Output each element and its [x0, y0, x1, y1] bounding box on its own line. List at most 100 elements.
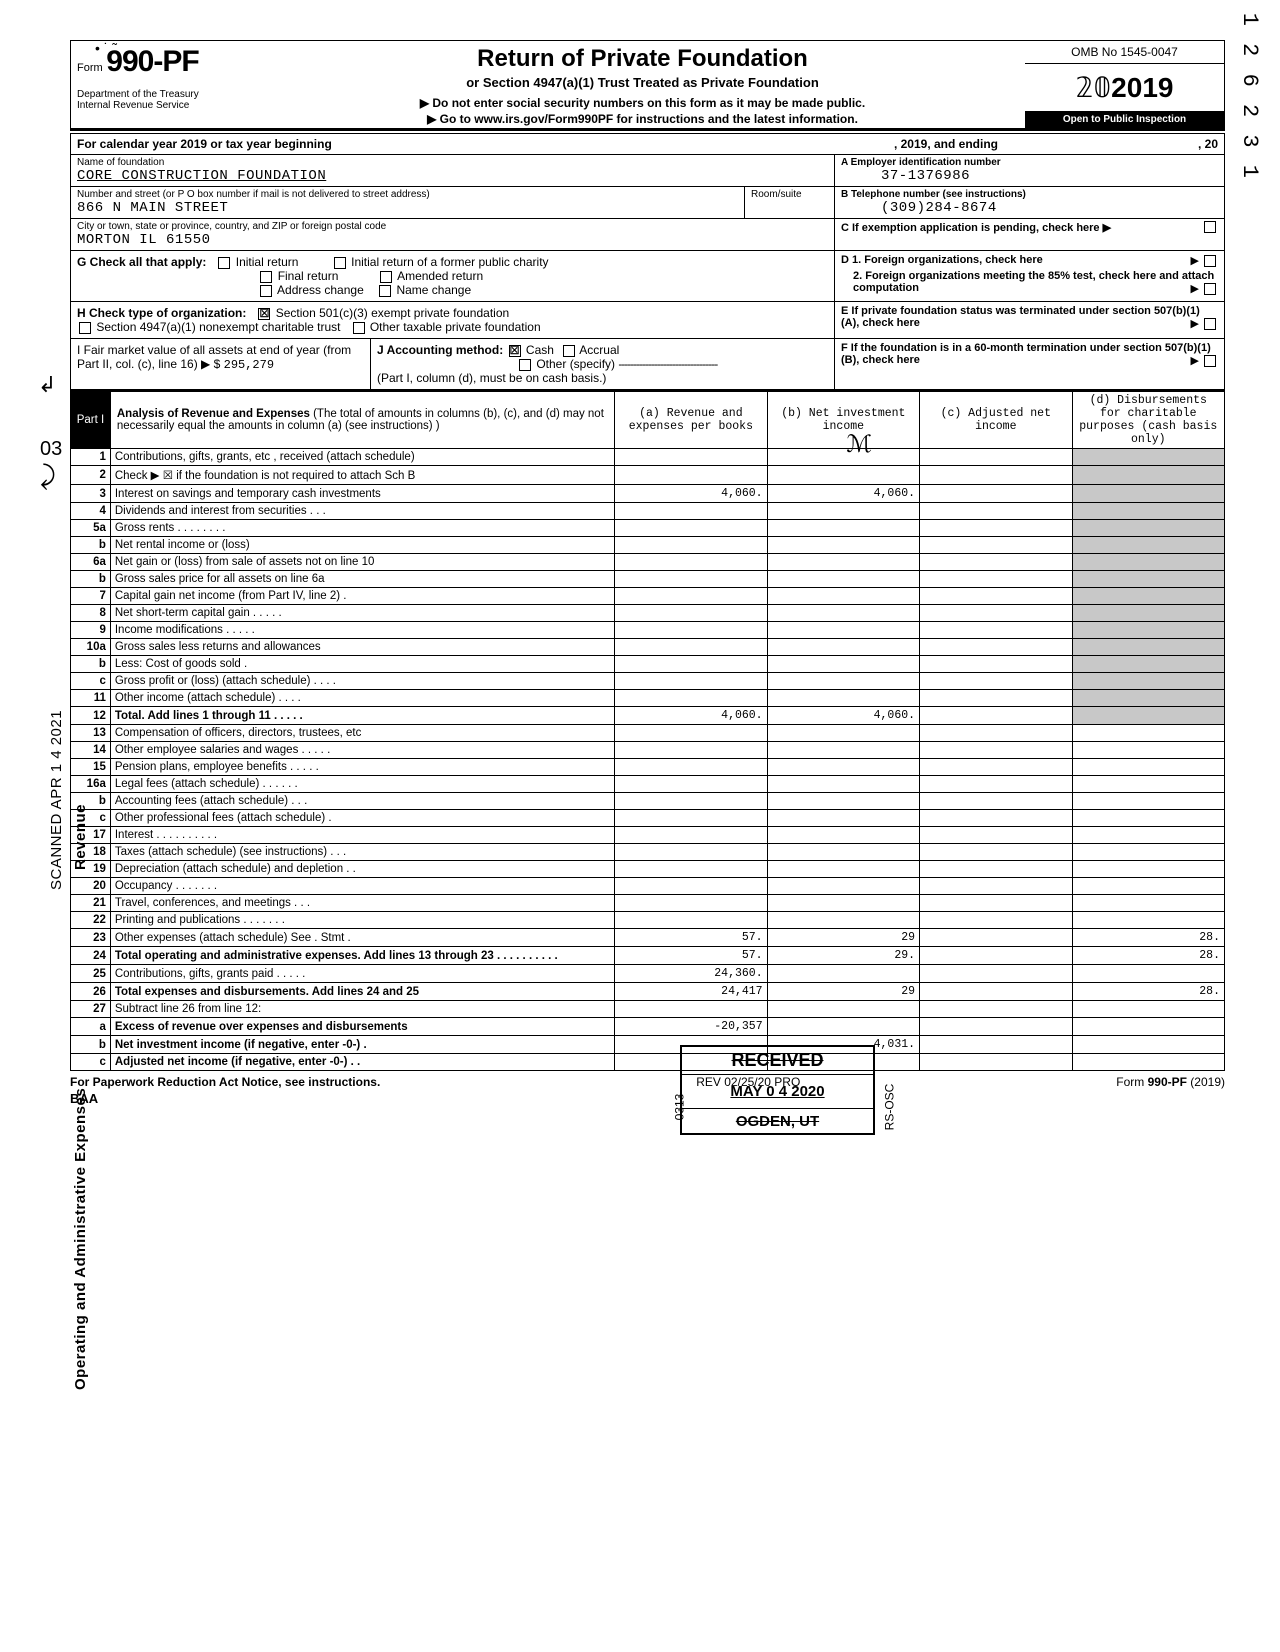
501c3-checkbox[interactable]: ☒ — [258, 308, 270, 320]
table-row: bAccounting fees (attach schedule) . . . — [71, 793, 1225, 810]
phone-cell: B Telephone number (see instructions) (3… — [835, 187, 1224, 219]
table-row: 27Subtract line 26 from line 12: — [71, 1001, 1225, 1018]
scanned-side-text: SCANNED APR 1 4 2021 — [48, 710, 65, 890]
table-row: aExcess of revenue over expenses and dis… — [71, 1018, 1225, 1036]
table-row: cGross profit or (loss) (attach schedule… — [71, 673, 1225, 690]
street-address: 866 N MAIN STREET — [77, 200, 738, 216]
d-section: D 1. Foreign organizations, check here ▶… — [834, 251, 1224, 301]
other-taxable-label: Other taxable private foundation — [370, 320, 541, 334]
f-label: F If the foundation is in a 60-month ter… — [841, 342, 1211, 366]
d1-checkbox[interactable] — [1204, 255, 1216, 267]
address-change-checkbox[interactable] — [260, 285, 272, 297]
title-cell: Return of Private Foundation or Section … — [260, 40, 1025, 129]
f-section: F If the foundation is in a 60-month ter… — [834, 339, 1224, 389]
ein-cell: A Employer identification number 37-1376… — [835, 155, 1224, 187]
accrual-checkbox[interactable] — [563, 345, 575, 357]
table-row: cAdjusted net income (if negative, enter… — [71, 1054, 1225, 1071]
form-title: Return of Private Foundation — [266, 45, 1019, 73]
d2-checkbox[interactable] — [1204, 283, 1216, 295]
e-checkbox[interactable] — [1204, 318, 1216, 330]
omb-number: OMB No 1545-0047 — [1025, 41, 1224, 64]
foundation-name: CORE CONSTRUCTION FOUNDATION — [77, 168, 828, 184]
col-a-header: (a) Revenue and expenses per books — [615, 392, 767, 449]
501c3-label: Section 501(c)(3) exempt private foundat… — [276, 306, 509, 320]
footer-mid: REV 02/25/20 PRO — [696, 1075, 800, 1089]
identity-block: Name of foundation CORE CONSTRUCTION FOU… — [70, 154, 1225, 250]
former-charity-checkbox[interactable] — [334, 257, 346, 269]
address-change-label: Address change — [277, 283, 364, 297]
table-row: 9Income modifications . . . . . — [71, 622, 1225, 639]
form-number: 990-PF — [106, 45, 198, 78]
ein-value: 37-1376986 — [841, 168, 1218, 184]
table-row: 4Dividends and interest from securities … — [71, 503, 1225, 520]
table-row: 15Pension plans, employee benefits . . .… — [71, 759, 1225, 776]
table-row: 6aNet gain or (loss) from sale of assets… — [71, 554, 1225, 571]
table-row: 22Printing and publications . . . . . . … — [71, 912, 1225, 929]
table-row: 11Other income (attach schedule) . . . . — [71, 690, 1225, 707]
h-e-row: H Check type of organization: ☒ Section … — [70, 301, 1225, 338]
final-return-checkbox[interactable] — [260, 271, 272, 283]
margin-j: ↲ — [38, 372, 56, 398]
right-margin-code: 29491051 1 2 6 2 3 1 — [1237, 0, 1262, 180]
table-row: 21Travel, conferences, and meetings . . … — [71, 895, 1225, 912]
table-row: 19Depreciation (attach schedule) and dep… — [71, 861, 1225, 878]
table-row: 17Interest . . . . . . . . . . — [71, 827, 1225, 844]
amended-return-label: Amended return — [397, 269, 483, 283]
name-change-checkbox[interactable] — [379, 285, 391, 297]
c-checkbox[interactable] — [1204, 221, 1216, 233]
page-footer: For Paperwork Reduction Act Notice, see … — [70, 1075, 1225, 1089]
table-row: bGross sales price for all assets on lin… — [71, 571, 1225, 588]
h-label: H Check type of organization: — [77, 306, 246, 320]
table-row: bNet rental income or (loss) — [71, 537, 1225, 554]
table-row: 24Total operating and administrative exp… — [71, 947, 1225, 965]
col-c-header: (c) Adjusted net income — [920, 392, 1072, 449]
cash-checkbox[interactable]: ☒ — [509, 345, 521, 357]
table-row: 7Capital gain net income (from Part IV, … — [71, 588, 1225, 605]
open-inspection: Open to Public Inspection — [1025, 111, 1224, 128]
stamp-side-left: 0313 — [672, 1094, 686, 1121]
name-change-label: Name change — [396, 283, 471, 297]
street-cell: Number and street (or P O box number if … — [71, 187, 744, 219]
4947-label: Section 4947(a)(1) nonexempt charitable … — [96, 320, 340, 334]
other-taxable-checkbox[interactable] — [353, 322, 365, 334]
cal-end: , 20 — [1198, 137, 1218, 151]
i-j-f-row: I Fair market value of all assets at end… — [70, 338, 1225, 391]
4947-checkbox[interactable] — [79, 322, 91, 334]
table-row: 8Net short-term capital gain . . . . . — [71, 605, 1225, 622]
other-method-label: Other (specify) — [536, 357, 615, 371]
f-checkbox[interactable] — [1204, 355, 1216, 367]
part1-title: Analysis of Revenue and Expenses — [117, 408, 310, 420]
initial-return-label: Initial return — [236, 255, 299, 269]
footer-right: Form 990-PF (2019) — [1116, 1075, 1225, 1089]
stamp-side-right: RS-OSC — [882, 1084, 896, 1131]
room-label: Room/suite — [751, 189, 828, 200]
col-b-header: (b) Net investment income — [767, 392, 919, 449]
accent-dots: • ˙ ˜ — [95, 40, 117, 56]
table-row: cOther professional fees (attach schedul… — [71, 810, 1225, 827]
part1-label: Part I — [71, 392, 111, 449]
goto-link: ▶ Go to www.irs.gov/Form990PF for instru… — [266, 112, 1019, 126]
cal-mid: , 2019, and ending — [894, 137, 998, 151]
other-method-checkbox[interactable] — [519, 359, 531, 371]
e-section: E If private foundation status was termi… — [834, 302, 1224, 338]
amended-return-checkbox[interactable] — [380, 271, 392, 283]
table-row: 12Total. Add lines 1 through 11 . . . . … — [71, 707, 1225, 725]
table-row: bLess: Cost of goods sold . — [71, 656, 1225, 673]
foundation-name-cell: Name of foundation CORE CONSTRUCTION FOU… — [71, 155, 834, 187]
table-row: 20Occupancy . . . . . . . — [71, 878, 1225, 895]
j-label: J Accounting method: — [377, 343, 503, 357]
table-row: 2Check ▶ ☒ if the foundation is not requ… — [71, 466, 1225, 485]
table-row: 26Total expenses and disbursements. Add … — [71, 983, 1225, 1001]
table-row: 16aLegal fees (attach schedule) . . . . … — [71, 776, 1225, 793]
cash-label: Cash — [526, 343, 554, 357]
initial-return-checkbox[interactable] — [218, 257, 230, 269]
name-label: Name of foundation — [77, 157, 828, 168]
footer-left: For Paperwork Reduction Act Notice, see … — [70, 1075, 380, 1089]
calendar-year-line: For calendar year 2019 or tax year begin… — [70, 133, 1225, 154]
table-row: 5aGross rents . . . . . . . . — [71, 520, 1225, 537]
table-row: bNet investment income (if negative, ent… — [71, 1036, 1225, 1054]
form-header: Form 990-PF Department of the TreasuryIn… — [70, 40, 1225, 131]
form-subtitle: or Section 4947(a)(1) Trust Treated as P… — [266, 75, 1019, 90]
c-cell: C If exemption application is pending, c… — [835, 219, 1224, 236]
g-label: G Check all that apply: — [77, 255, 206, 269]
